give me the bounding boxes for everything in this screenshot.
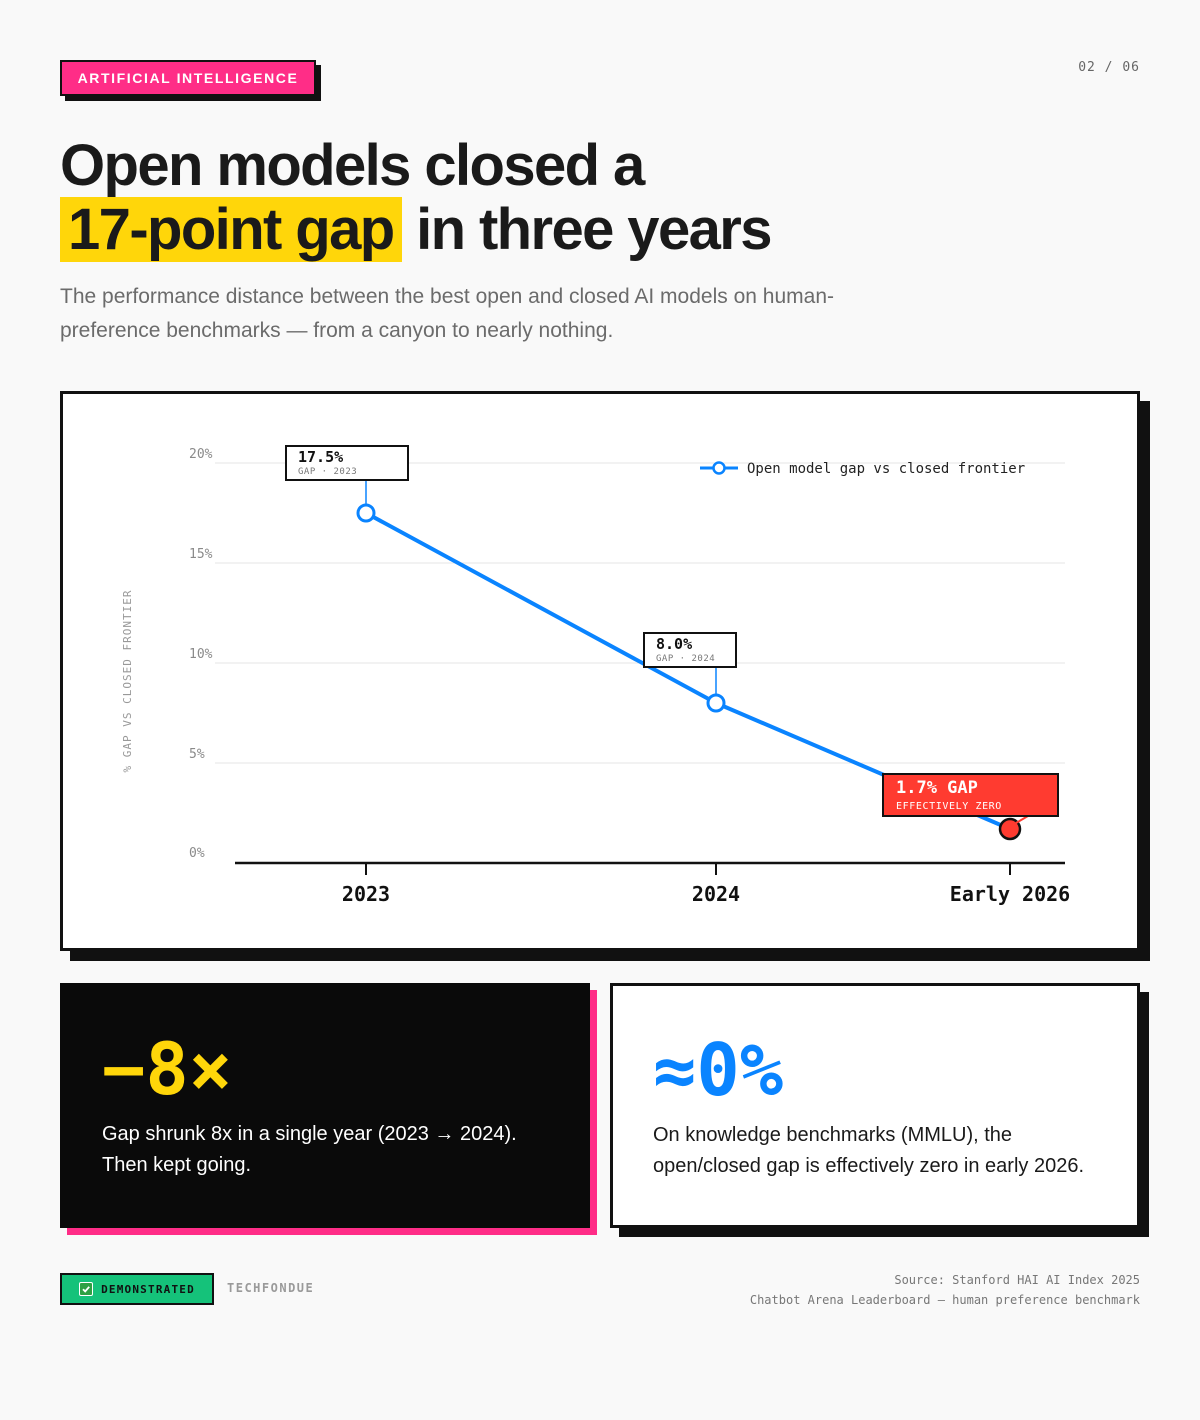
annotation-leader xyxy=(1015,815,1029,824)
headline-line-2: in three years xyxy=(401,197,772,262)
stat-value: ≈0% xyxy=(653,1028,784,1112)
annotation-sub: GAP · 2024 xyxy=(656,654,715,664)
page-indicator: 02 / 06 xyxy=(1078,60,1140,75)
x-tick-label: 2023 xyxy=(342,882,390,906)
stat-description: Gap shrunk 8x in a single year (2023 → 2… xyxy=(102,1123,517,1176)
source-note: Source: Stanford HAI AI Index 2025 Chatb… xyxy=(750,1270,1140,1310)
source-line-1: Source: Stanford HAI AI Index 2025 xyxy=(894,1273,1140,1287)
page-subtitle: The performance distance between the bes… xyxy=(60,285,834,342)
y-tick-label: 10% xyxy=(189,647,213,662)
axes: 0% 5% 10% 15% 20% 2023 2024 Early 2026 xyxy=(189,447,1070,906)
source-line-2: Chatbot Arena Leaderboard — human prefer… xyxy=(749,1293,1140,1307)
annotation-value: 1.7% GAP xyxy=(896,778,978,798)
annotation-sub: GAP · 2023 xyxy=(298,467,357,477)
y-tick-label: 15% xyxy=(189,547,213,562)
headline-highlight: 17-point gap xyxy=(60,197,402,262)
line-chart: % GAP VS CLOSED FRONTIER 0% 5% 10% 15% 20% 20… xyxy=(121,445,1070,906)
y-tick-label: 20% xyxy=(189,447,213,462)
badge-label: DEMONSTRATED xyxy=(101,1282,195,1296)
check-mark-icon xyxy=(79,1282,94,1296)
annotation-box xyxy=(882,773,1059,817)
annotation-value: 8.0% xyxy=(656,635,692,653)
y-tick-label: 5% xyxy=(189,747,205,762)
annotation-sub: EFFECTIVELY ZERO xyxy=(896,801,1002,812)
brand-name: TECHFONDUE xyxy=(227,1281,315,1295)
y-tick-label: 0% xyxy=(189,846,205,861)
stat-description: On knowledge benchmarks (MMLU), the open… xyxy=(653,1124,1085,1177)
gridlines xyxy=(215,462,1065,764)
page-title: Open models closed a 17-point gap in thr… xyxy=(60,133,773,262)
stat-card-mmlu: ≈0% On knowledge benchmarks (MMLU), the … xyxy=(610,983,1140,1228)
x-tick-label: 2024 xyxy=(692,882,740,906)
category-tag: ARTIFICIAL INTELLIGENCE xyxy=(60,60,316,96)
data-point xyxy=(998,817,1022,841)
annotation-box xyxy=(643,632,737,668)
stat-value: −8× xyxy=(102,1027,233,1111)
data-point xyxy=(356,503,376,523)
chart-card: % GAP VS CLOSED FRONTIER 0% 5% 10% 15% 20% 20… xyxy=(60,391,1140,951)
x-tick-label: Early 2026 xyxy=(950,882,1070,906)
legend-swatch-point xyxy=(712,461,726,475)
headline-line-1: Open models closed a xyxy=(60,133,645,198)
stat-card-shrink: −8× Gap shrunk 8x in a single year (2023… xyxy=(60,983,590,1228)
legend-label: Open model gap vs closed frontier xyxy=(747,461,1025,477)
data-point xyxy=(706,693,726,713)
annotation-value: 17.5% xyxy=(298,448,343,466)
status-badge: DEMONSTRATED xyxy=(60,1273,214,1305)
legend: Open model gap vs closed frontier xyxy=(700,461,1025,477)
y-axis-title: % GAP VS CLOSED FRONTIER xyxy=(121,590,134,773)
annotation-box xyxy=(285,445,409,481)
annotations: 17.5%GAP · 2023 8.0%GAP · 2024 1.7% GAP EFF… xyxy=(285,445,1059,824)
